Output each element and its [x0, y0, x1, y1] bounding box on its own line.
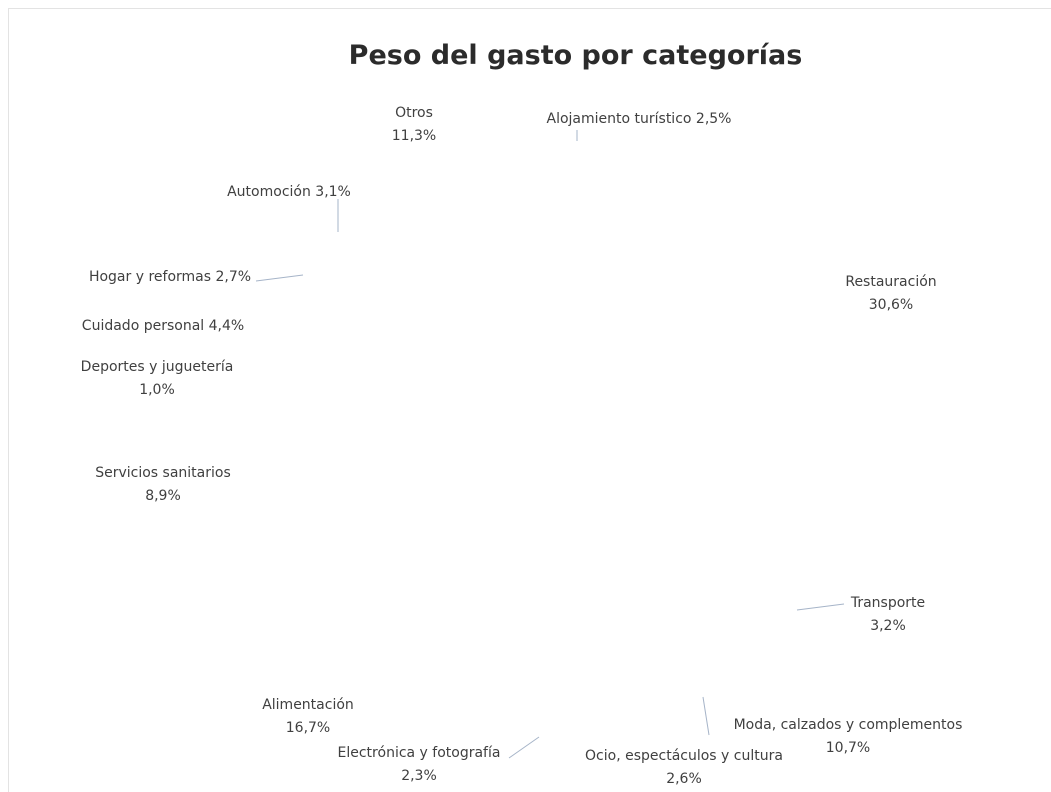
- slice-label-name: Ocio, espectáculos y cultura: [585, 748, 783, 764]
- leader-line: [255, 274, 304, 282]
- slice-label-name: Otros: [395, 105, 433, 121]
- slice-label-name: Moda, calzados y complementos: [734, 717, 963, 733]
- slice-label: Electrónica y fotografía 2,3%: [338, 745, 501, 784]
- slice-label: Otros 11,3%: [392, 105, 436, 144]
- slice-label-name: Deportes y juguetería: [81, 359, 234, 375]
- slice-label-name: Alimentación: [262, 697, 354, 713]
- slice-label: Moda, calzados y complementos 10,7%: [734, 717, 963, 756]
- chart-title: Peso del gasto por categorías: [348, 40, 803, 71]
- slice-label-value: 2,6%: [666, 771, 702, 787]
- slice-label-name: Transporte: [850, 595, 925, 611]
- slice-label-name: Restauración: [845, 274, 936, 290]
- leader-line: [508, 736, 540, 759]
- slice-label-value: 1,0%: [139, 382, 175, 398]
- slice-label-value: 2,3%: [401, 768, 437, 784]
- slice-label: Restauración 30,6%: [845, 274, 936, 313]
- slice-label-value: 11,3%: [392, 128, 436, 144]
- slice-label: Servicios sanitarios 8,9%: [95, 465, 231, 504]
- slice-label: Transporte 3,2%: [850, 595, 925, 634]
- slice-label-value: 3,2%: [870, 618, 906, 634]
- slice-label-value: 10,7%: [826, 740, 870, 756]
- slice-label: Automoción 3,1%: [227, 184, 351, 200]
- slice-label: Ocio, espectáculos y cultura 2,6%: [585, 748, 783, 787]
- slice-label: Alimentación 16,7%: [262, 697, 354, 736]
- leader-line: [702, 696, 710, 736]
- slice-label-name: Electrónica y fotografía: [338, 745, 501, 761]
- slice-label-value: 30,6%: [869, 297, 913, 313]
- slice-label-value: 16,7%: [286, 720, 330, 736]
- slice-label-value: 8,9%: [145, 488, 181, 504]
- chart-area: [8, 8, 1051, 792]
- slice-label: Deportes y juguetería 1,0%: [81, 359, 234, 398]
- slice-label-name: Servicios sanitarios: [95, 465, 231, 481]
- slice-label: Alojamiento turístico 2,5%: [547, 111, 732, 127]
- slice-label: Hogar y reformas 2,7%: [89, 269, 251, 285]
- slice-label: Cuidado personal 4,4%: [82, 318, 244, 334]
- leader-line: [796, 603, 845, 611]
